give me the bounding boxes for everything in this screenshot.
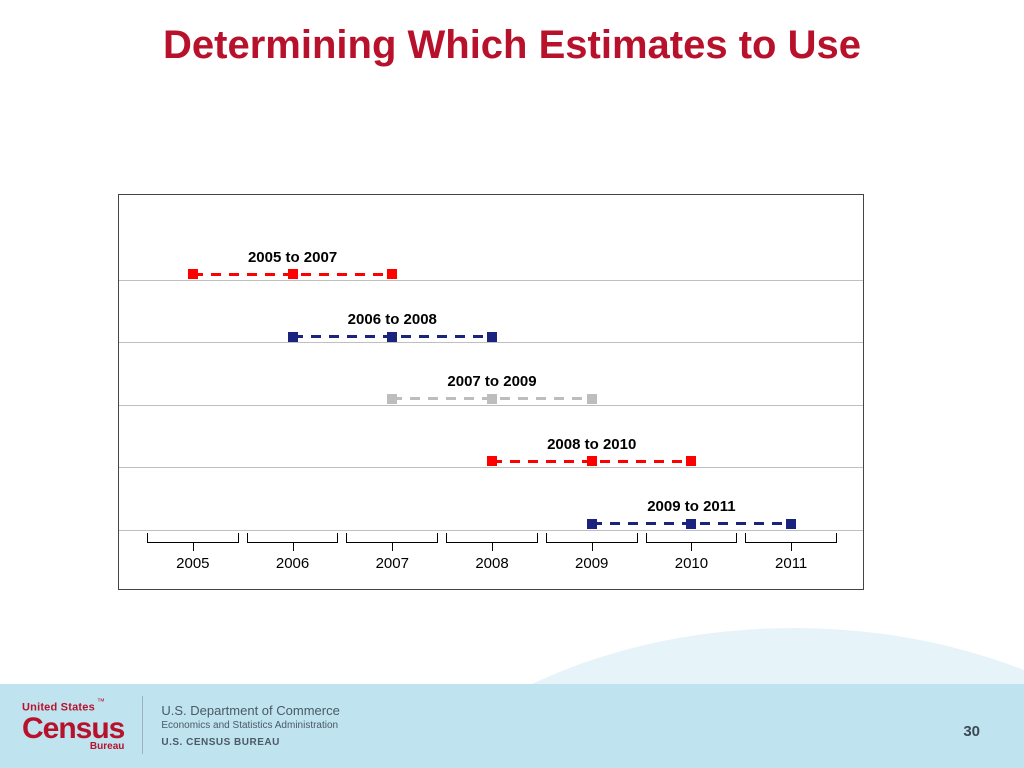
census-logo: United States™ Census Bureau: [22, 698, 124, 752]
logo-bureau-text: Bureau: [22, 742, 124, 752]
series-marker: [387, 332, 397, 342]
row-gridline: [119, 342, 863, 343]
logo-census-text: Census: [22, 714, 124, 744]
xaxis-tick: [193, 543, 194, 551]
series-marker: [587, 456, 597, 466]
xaxis-bracket: [147, 533, 239, 543]
xaxis-tick: [392, 543, 393, 551]
xaxis-label: 2008: [475, 555, 508, 572]
series-marker: [487, 394, 497, 404]
series-label: 2008 to 2010: [547, 436, 636, 453]
xaxis-bracket: [745, 533, 837, 543]
series-marker: [387, 394, 397, 404]
series-marker: [587, 394, 597, 404]
row-gridline: [119, 530, 863, 531]
xaxis-label: 2009: [575, 555, 608, 572]
xaxis-tick: [492, 543, 493, 551]
dept-line1: U.S. Department of Commerce: [161, 703, 339, 718]
series-marker: [686, 456, 696, 466]
xaxis-label: 2011: [775, 555, 807, 572]
series-marker: [587, 519, 597, 529]
xaxis-bracket: [346, 533, 438, 543]
xaxis-tick: [592, 543, 593, 551]
footer-divider: [142, 696, 143, 754]
series-marker: [387, 269, 397, 279]
footer-content: United States™ Census Bureau U.S. Depart…: [22, 696, 340, 754]
series-marker: [288, 269, 298, 279]
xaxis-bracket: [646, 533, 738, 543]
xaxis-bracket: [247, 533, 339, 543]
xaxis-tick: [791, 543, 792, 551]
series-label: 2007 to 2009: [447, 373, 536, 390]
slide: Determining Which Estimates to Use 2005 …: [0, 0, 1024, 768]
series-marker: [288, 332, 298, 342]
series-marker: [686, 519, 696, 529]
logo-tm: ™: [97, 697, 105, 706]
xaxis-tick: [691, 543, 692, 551]
series-label: 2005 to 2007: [248, 249, 337, 266]
series-marker: [786, 519, 796, 529]
series-label: 2009 to 2011: [647, 498, 735, 515]
xaxis-label: 2005: [176, 555, 209, 572]
row-gridline: [119, 405, 863, 406]
page-number: 30: [963, 723, 980, 740]
xaxis-label: 2006: [276, 555, 309, 572]
series-marker: [188, 269, 198, 279]
xaxis-label: 2007: [376, 555, 409, 572]
row-gridline: [119, 467, 863, 468]
dept-line3: U.S. CENSUS BUREAU: [161, 737, 339, 748]
series-marker: [487, 456, 497, 466]
page-title: Determining Which Estimates to Use: [0, 22, 1024, 68]
xaxis-label: 2010: [675, 555, 708, 572]
xaxis-bracket: [546, 533, 638, 543]
xaxis-tick: [293, 543, 294, 551]
department-block: U.S. Department of Commerce Economics an…: [161, 703, 339, 748]
xaxis-bracket: [446, 533, 538, 543]
series-label: 2006 to 2008: [348, 311, 437, 328]
chart-plot-area: 2005 to 2007 2006 to 2008 2007 to 2009 2008…: [119, 195, 863, 589]
series-marker: [487, 332, 497, 342]
dept-line2: Economics and Statistics Administration: [161, 720, 339, 731]
timeline-chart: 2005 to 2007 2006 to 2008 2007 to 2009 2008…: [118, 194, 864, 590]
row-gridline: [119, 280, 863, 281]
